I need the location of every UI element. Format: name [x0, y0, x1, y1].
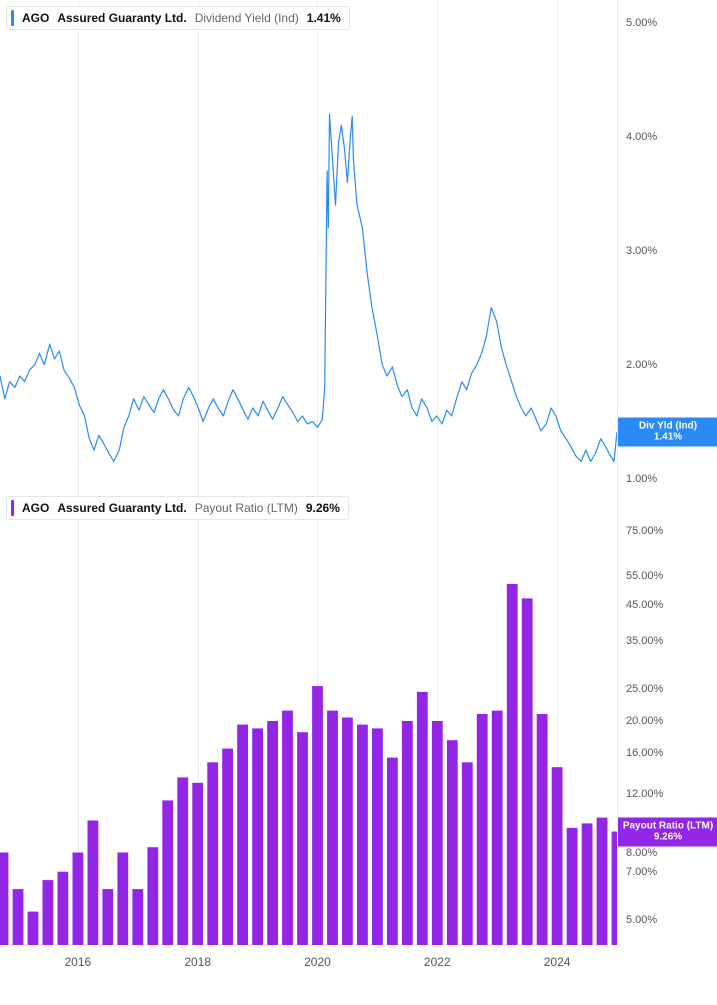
bottom-y-tick: 45.00%	[626, 599, 663, 611]
x-tick: 2018	[184, 955, 211, 969]
x-tick: 2020	[304, 955, 331, 969]
dividend-yield-line-chart	[0, 0, 617, 490]
top-company: Assured Guaranty Ltd.	[57, 11, 186, 25]
top-y-tick: 4.00%	[626, 131, 657, 143]
top-accent-bar	[11, 10, 14, 26]
top-y-tick: 5.00%	[626, 17, 657, 29]
bottom-y-tick: 20.00%	[626, 715, 663, 727]
bottom-y-tick: 16.00%	[626, 747, 663, 759]
payout-ratio-bar-chart	[0, 490, 617, 945]
bottom-y-tick: 7.00%	[626, 866, 657, 878]
top-metric-value: 1.41%	[307, 11, 341, 25]
top-y-tick: 2.00%	[626, 359, 657, 371]
payout-ratio-badge: Payout Ratio (LTM)9.26%	[618, 817, 717, 846]
dividend-yield-badge: Div Yld (Ind)1.41%	[618, 417, 717, 446]
top-y-tick: 3.00%	[626, 245, 657, 257]
dividend-yield-panel: AGO Assured Guaranty Ltd. Dividend Yield…	[0, 0, 717, 490]
bottom-y-tick: 25.00%	[626, 683, 663, 695]
top-y-axis: 1.00% 2.00% 3.00% 4.00% 5.00% Div Yld (Ind)1.…	[617, 0, 717, 490]
bottom-metric-label: Payout Ratio (LTM)	[195, 501, 298, 515]
top-chart-header: AGO Assured Guaranty Ltd. Dividend Yield…	[6, 6, 350, 30]
top-y-tick: 1.00%	[626, 473, 657, 485]
bottom-company: Assured Guaranty Ltd.	[57, 501, 186, 515]
payout-ratio-panel: AGO Assured Guaranty Ltd. Payout Ratio (…	[0, 490, 717, 975]
bottom-accent-bar	[11, 500, 14, 516]
bottom-y-tick: 55.00%	[626, 570, 663, 582]
x-tick: 2016	[65, 955, 92, 969]
top-ticker: AGO	[22, 11, 49, 25]
bottom-metric-value: 9.26%	[306, 501, 340, 515]
shared-x-axis: 2016 2018 2020 2022 2024	[0, 945, 617, 975]
bottom-y-tick: 8.00%	[626, 847, 657, 859]
x-tick: 2022	[424, 955, 451, 969]
x-tick: 2024	[544, 955, 571, 969]
bottom-chart-header: AGO Assured Guaranty Ltd. Payout Ratio (…	[6, 496, 349, 520]
bottom-y-tick: 12.00%	[626, 788, 663, 800]
bottom-y-tick: 75.00%	[626, 525, 663, 537]
bottom-y-tick: 5.00%	[626, 914, 657, 926]
bottom-y-tick: 35.00%	[626, 635, 663, 647]
top-metric-label: Dividend Yield (Ind)	[195, 11, 299, 25]
bottom-ticker: AGO	[22, 501, 49, 515]
bottom-y-axis: 5.00% 7.00% 8.00% 12.00% 16.00% 20.00% 25.00% 3…	[617, 490, 717, 945]
